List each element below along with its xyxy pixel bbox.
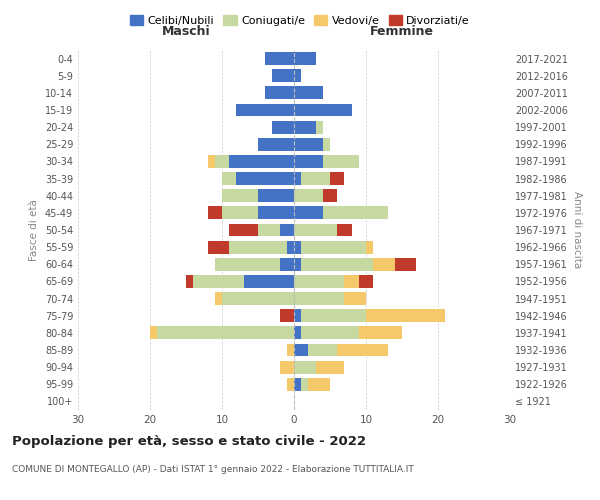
Bar	[344, 292, 366, 305]
Bar	[373, 258, 395, 270]
Bar	[294, 86, 323, 100]
Bar	[229, 224, 258, 236]
Bar	[294, 360, 316, 374]
Bar	[287, 344, 294, 356]
Bar	[337, 344, 388, 356]
Y-axis label: Fasce di età: Fasce di età	[29, 199, 39, 261]
Bar	[294, 206, 323, 220]
Bar	[294, 344, 308, 356]
Bar	[258, 224, 280, 236]
Bar	[301, 310, 366, 322]
Bar	[294, 155, 323, 168]
Bar	[294, 172, 301, 185]
Bar	[366, 310, 445, 322]
Bar	[323, 138, 330, 150]
Bar	[344, 275, 359, 288]
Bar	[287, 378, 294, 390]
Text: Femmine: Femmine	[370, 25, 434, 38]
Bar	[395, 258, 416, 270]
Bar	[294, 224, 337, 236]
Bar	[236, 104, 294, 117]
Bar	[294, 258, 301, 270]
Bar	[323, 155, 359, 168]
Bar	[157, 326, 294, 340]
Bar	[301, 258, 373, 270]
Bar	[294, 240, 301, 254]
Bar	[229, 155, 294, 168]
Bar	[294, 104, 352, 117]
Bar	[208, 155, 215, 168]
Text: Popolazione per età, sesso e stato civile - 2022: Popolazione per età, sesso e stato civil…	[12, 435, 366, 448]
Bar	[330, 172, 344, 185]
Bar	[215, 258, 280, 270]
Bar	[359, 275, 373, 288]
Bar	[366, 240, 373, 254]
Bar	[301, 172, 330, 185]
Bar	[208, 206, 222, 220]
Bar	[294, 190, 323, 202]
Bar	[272, 70, 294, 82]
Bar	[186, 275, 193, 288]
Bar	[265, 52, 294, 65]
Bar	[294, 120, 316, 134]
Bar	[258, 206, 294, 220]
Bar	[294, 275, 344, 288]
Y-axis label: Anni di nascita: Anni di nascita	[572, 192, 582, 268]
Bar	[215, 292, 222, 305]
Bar	[301, 378, 308, 390]
Bar	[150, 326, 157, 340]
Bar	[229, 240, 287, 254]
Bar	[208, 240, 229, 254]
Bar	[337, 224, 352, 236]
Text: Maschi: Maschi	[161, 25, 211, 38]
Bar	[222, 292, 294, 305]
Bar	[294, 138, 323, 150]
Bar	[323, 206, 388, 220]
Bar	[316, 360, 344, 374]
Bar	[301, 240, 366, 254]
Bar	[236, 172, 294, 185]
Bar	[323, 190, 337, 202]
Bar	[316, 120, 323, 134]
Bar	[294, 70, 301, 82]
Legend: Celibi/Nubili, Coniugati/e, Vedovi/e, Divorziati/e: Celibi/Nubili, Coniugati/e, Vedovi/e, Di…	[125, 10, 475, 30]
Bar	[244, 275, 294, 288]
Bar	[193, 275, 244, 288]
Bar	[359, 326, 402, 340]
Bar	[280, 360, 294, 374]
Bar	[280, 258, 294, 270]
Bar	[215, 155, 229, 168]
Bar	[308, 344, 337, 356]
Bar	[222, 172, 236, 185]
Bar	[258, 138, 294, 150]
Bar	[294, 326, 301, 340]
Bar	[294, 52, 316, 65]
Bar	[272, 120, 294, 134]
Bar	[294, 378, 301, 390]
Bar	[258, 190, 294, 202]
Bar	[222, 206, 258, 220]
Bar	[280, 224, 294, 236]
Bar	[308, 378, 330, 390]
Bar	[301, 326, 359, 340]
Bar	[287, 240, 294, 254]
Bar	[294, 292, 344, 305]
Bar	[294, 310, 301, 322]
Bar	[280, 310, 294, 322]
Bar	[222, 190, 258, 202]
Bar	[265, 86, 294, 100]
Text: COMUNE DI MONTEGALLO (AP) - Dati ISTAT 1° gennaio 2022 - Elaborazione TUTTITALIA: COMUNE DI MONTEGALLO (AP) - Dati ISTAT 1…	[12, 465, 414, 474]
